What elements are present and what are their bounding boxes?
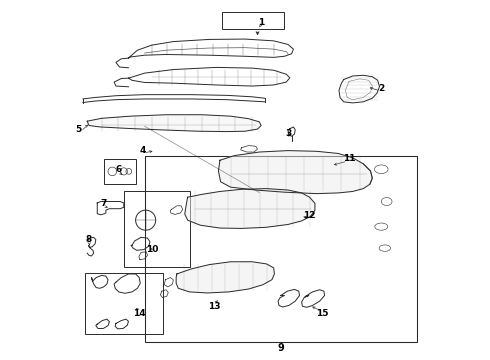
- Text: 15: 15: [316, 309, 328, 318]
- Text: 7: 7: [100, 199, 106, 208]
- Text: 5: 5: [75, 125, 81, 134]
- Text: 8: 8: [86, 235, 92, 244]
- Text: 2: 2: [378, 84, 384, 93]
- Polygon shape: [176, 262, 274, 293]
- Text: 1: 1: [258, 18, 264, 27]
- Text: 6: 6: [116, 165, 122, 174]
- Bar: [145, 156, 417, 342]
- Polygon shape: [185, 189, 315, 228]
- Bar: [221, 12, 285, 30]
- Polygon shape: [87, 115, 261, 132]
- Text: 9: 9: [277, 343, 284, 353]
- Text: 14: 14: [133, 309, 146, 318]
- Text: 10: 10: [146, 246, 158, 255]
- Polygon shape: [219, 150, 372, 194]
- Bar: [104, 159, 136, 184]
- Text: 4: 4: [140, 146, 146, 155]
- Text: 13: 13: [208, 302, 221, 311]
- Bar: [85, 273, 163, 334]
- Text: 11: 11: [343, 154, 355, 163]
- Text: 3: 3: [285, 129, 291, 138]
- Bar: [124, 192, 191, 267]
- Text: 12: 12: [303, 211, 316, 220]
